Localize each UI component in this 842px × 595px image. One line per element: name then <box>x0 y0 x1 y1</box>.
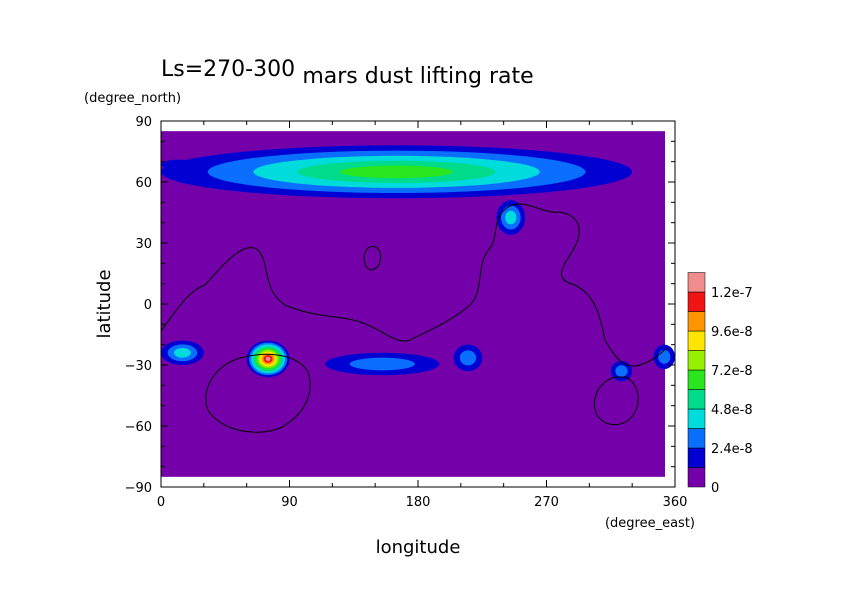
y-tick-label: −60 <box>125 420 152 435</box>
chart-title: mars dust lifting rate <box>302 64 533 89</box>
contour-region <box>459 350 477 366</box>
colorbar-label: 7.2e-8 <box>711 364 753 379</box>
y-axis-label: latitude <box>94 269 115 338</box>
colorbar-swatch <box>687 291 706 312</box>
contour-region <box>161 159 197 170</box>
y-tick-label: 0 <box>144 298 152 313</box>
y-tick-label: −90 <box>125 481 152 496</box>
colorbar-swatch <box>687 467 706 488</box>
contour-region <box>658 349 671 364</box>
colorbar-label: 1.2e-7 <box>711 286 753 301</box>
argyre-contour <box>593 376 639 426</box>
y-tick-label: 60 <box>135 176 152 191</box>
small-contour <box>363 245 381 271</box>
x-tick-label: 90 <box>281 495 298 510</box>
contour-region <box>265 356 271 362</box>
y-tick-label: −30 <box>125 359 152 374</box>
hellas-contour <box>205 353 311 433</box>
colorbar-swatch <box>687 311 706 332</box>
contour-region <box>505 210 517 225</box>
y-tick-labels: 90 60 30 0 −30 −60 −90 <box>125 115 152 496</box>
x-axis-unit: (degree_east) <box>605 516 695 531</box>
colorbar: 0 2.4e-8 4.8e-8 7.2e-8 9.6e-8 1.2e-7 <box>687 272 753 496</box>
colorbar-label: 9.6e-8 <box>711 325 753 340</box>
contour-region <box>173 347 191 358</box>
colorbar-swatch <box>687 272 706 293</box>
colorbar-label: 2.4e-8 <box>711 442 753 457</box>
colorbar-label: 0 <box>711 481 719 496</box>
colorbar-swatch <box>687 408 706 429</box>
contour-region <box>340 165 454 179</box>
colorbar-swatch <box>687 330 706 351</box>
chart-subtitle: Ls=270-300 <box>161 57 295 82</box>
colorbar-swatch <box>687 447 706 468</box>
plot-area <box>161 131 675 477</box>
x-axis-label: longitude <box>376 537 461 558</box>
x-tick-labels: 0 90 180 270 360 <box>157 495 688 510</box>
x-tick-label: 180 <box>406 495 431 510</box>
colorbar-label: 4.8e-8 <box>711 403 753 418</box>
x-tick-label: 360 <box>663 495 688 510</box>
contour-region <box>615 365 628 377</box>
colorbar-swatch <box>687 350 706 371</box>
y-axis-unit: (degree_north) <box>84 91 181 106</box>
colorbar-swatch <box>687 369 706 390</box>
colorbar-swatch <box>687 389 706 410</box>
topography-contour <box>160 203 668 367</box>
y-tick-label: 90 <box>135 115 152 130</box>
x-tick-label: 0 <box>157 495 165 510</box>
contour-region <box>349 357 415 371</box>
colorbar-swatch <box>687 428 706 449</box>
axis-ticks <box>160 120 676 488</box>
y-tick-label: 30 <box>135 237 152 252</box>
x-tick-label: 270 <box>534 495 559 510</box>
